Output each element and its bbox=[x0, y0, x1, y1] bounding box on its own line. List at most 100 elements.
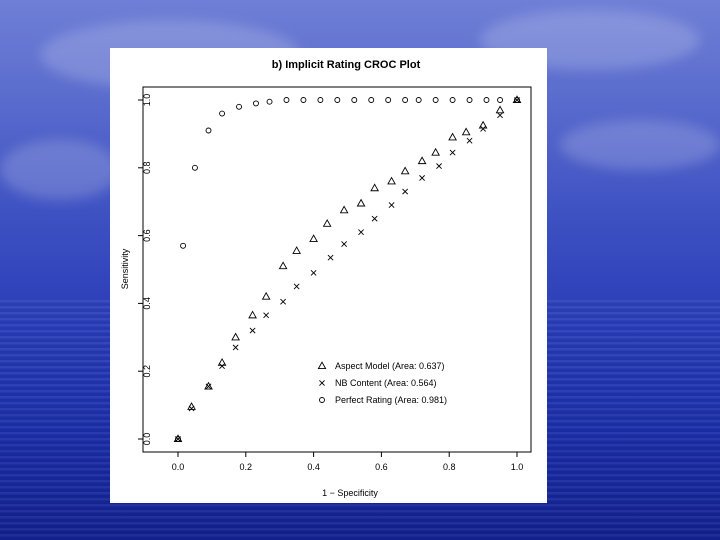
x-axis-label: 1 − Specificity bbox=[322, 488, 378, 498]
data-point-circle bbox=[317, 97, 324, 103]
y-tick-label: 1.0 bbox=[142, 94, 152, 107]
data-point-triangle bbox=[461, 127, 471, 136]
x-tick-label: 0.6 bbox=[375, 462, 388, 472]
data-point-triangle bbox=[417, 156, 427, 165]
cross-stroke bbox=[188, 405, 195, 412]
data-point-cross bbox=[205, 383, 212, 390]
cross-stroke bbox=[205, 383, 212, 390]
cross-stroke bbox=[232, 344, 239, 351]
chart-panel: b) Implicit Rating CROC Plot 0.0 0.2 0.4 0.… bbox=[110, 48, 547, 503]
data-marks bbox=[173, 95, 522, 443]
data-point-triangle bbox=[204, 381, 213, 390]
croc-chart: b) Implicit Rating CROC Plot 0.0 0.2 0.4 0.… bbox=[120, 59, 532, 498]
data-point-cross bbox=[480, 125, 487, 132]
legend-marker-cross bbox=[319, 380, 325, 386]
cross-stroke bbox=[310, 269, 317, 276]
cross-stroke bbox=[371, 215, 378, 222]
data-point-cross bbox=[449, 149, 456, 156]
data-point-triangle bbox=[248, 310, 257, 319]
data-point-circle bbox=[415, 97, 422, 103]
data-point-cross bbox=[280, 298, 287, 305]
x-tick-label: 0.4 bbox=[307, 462, 320, 472]
cross-stroke bbox=[388, 202, 395, 209]
legend-marker-triangle bbox=[317, 361, 327, 370]
cross-stroke bbox=[263, 312, 270, 319]
data-point-cross bbox=[249, 327, 256, 334]
cross-stroke bbox=[466, 137, 473, 144]
data-point-cross bbox=[388, 202, 395, 209]
background-cloud bbox=[0, 140, 120, 200]
cross-stroke bbox=[293, 283, 300, 290]
data-point-triangle bbox=[278, 261, 288, 270]
data-point-circle bbox=[283, 97, 290, 103]
data-point-circle bbox=[402, 97, 409, 103]
data-point-cross bbox=[263, 312, 270, 319]
cross-stroke bbox=[341, 241, 348, 247]
data-point-circle bbox=[351, 97, 358, 103]
cross-stroke bbox=[436, 163, 442, 170]
data-point-circle bbox=[514, 97, 520, 103]
data-point-triangle bbox=[431, 147, 441, 156]
data-point-triangle bbox=[231, 332, 240, 341]
cross-stroke bbox=[480, 125, 487, 132]
data-point-circle bbox=[334, 97, 341, 103]
data-point-triangle bbox=[448, 132, 457, 141]
data-point-circle bbox=[368, 97, 375, 103]
data-point-cross bbox=[327, 254, 334, 261]
y-tick-label: 0.0 bbox=[142, 433, 152, 446]
data-point-triangle bbox=[292, 246, 302, 254]
data-point-circle bbox=[205, 127, 212, 134]
data-point-cross bbox=[293, 283, 300, 290]
x-tick-label: 1.0 bbox=[511, 462, 524, 472]
x-tick-label: 0.0 bbox=[172, 462, 185, 472]
data-point-circle bbox=[266, 98, 273, 105]
cross-stroke bbox=[327, 254, 334, 261]
data-point-circle bbox=[191, 164, 198, 171]
data-point-circle bbox=[300, 97, 307, 103]
data-point-cross bbox=[188, 405, 195, 412]
data-point-cross bbox=[341, 241, 348, 247]
cross-stroke bbox=[280, 298, 287, 305]
data-point-circle bbox=[175, 436, 181, 442]
data-point-circle bbox=[483, 97, 490, 103]
legend-label: Aspect Model (Area: 0.637) bbox=[335, 361, 445, 371]
y-axis-label: Sensitivity bbox=[120, 248, 130, 289]
data-point-circle bbox=[385, 97, 392, 103]
data-point-cross bbox=[497, 112, 503, 119]
axes: 0.0 0.2 0.4 0.6 0.8 1.0 0.0 0.2 0.4 0.6 0.8 1.0 bbox=[138, 94, 523, 472]
data-point-cross bbox=[402, 188, 409, 195]
data-point-circle bbox=[432, 97, 439, 103]
cross-stroke bbox=[497, 112, 503, 119]
cross-stroke bbox=[358, 229, 364, 236]
data-point-triangle bbox=[322, 219, 332, 227]
data-point-triangle bbox=[387, 176, 396, 185]
legend-label: NB Content (Area: 0.564) bbox=[335, 378, 437, 388]
data-point-cross bbox=[232, 344, 239, 351]
y-tick-label: 0.6 bbox=[142, 229, 152, 242]
data-point-triangle bbox=[261, 291, 271, 300]
data-point-cross bbox=[219, 363, 225, 370]
cross-stroke bbox=[449, 149, 456, 156]
data-point-cross bbox=[371, 215, 378, 222]
cross-stroke bbox=[219, 363, 225, 370]
data-point-triangle bbox=[400, 166, 410, 175]
data-point-cross bbox=[419, 175, 425, 181]
data-point-triangle bbox=[339, 205, 349, 214]
data-point-circle bbox=[219, 110, 226, 117]
data-point-circle bbox=[466, 97, 473, 103]
data-point-circle bbox=[497, 97, 503, 103]
data-point-cross bbox=[466, 137, 473, 144]
data-point-cross bbox=[310, 269, 317, 276]
y-tick-label: 0.8 bbox=[142, 162, 152, 175]
data-point-triangle bbox=[217, 358, 227, 366]
legend-marker-circle bbox=[319, 397, 325, 403]
cross-stroke bbox=[402, 188, 409, 195]
data-point-circle bbox=[236, 103, 242, 110]
data-point-cross bbox=[436, 163, 442, 170]
cross-stroke bbox=[419, 175, 425, 181]
x-tick-label: 0.8 bbox=[443, 462, 456, 472]
data-point-triangle bbox=[370, 183, 379, 192]
y-tick-label: 0.2 bbox=[142, 365, 152, 378]
legend: Aspect Model (Area: 0.637) NB Content (Ar… bbox=[317, 361, 447, 405]
legend-label: Perfect Rating (Area: 0.981) bbox=[335, 395, 447, 405]
